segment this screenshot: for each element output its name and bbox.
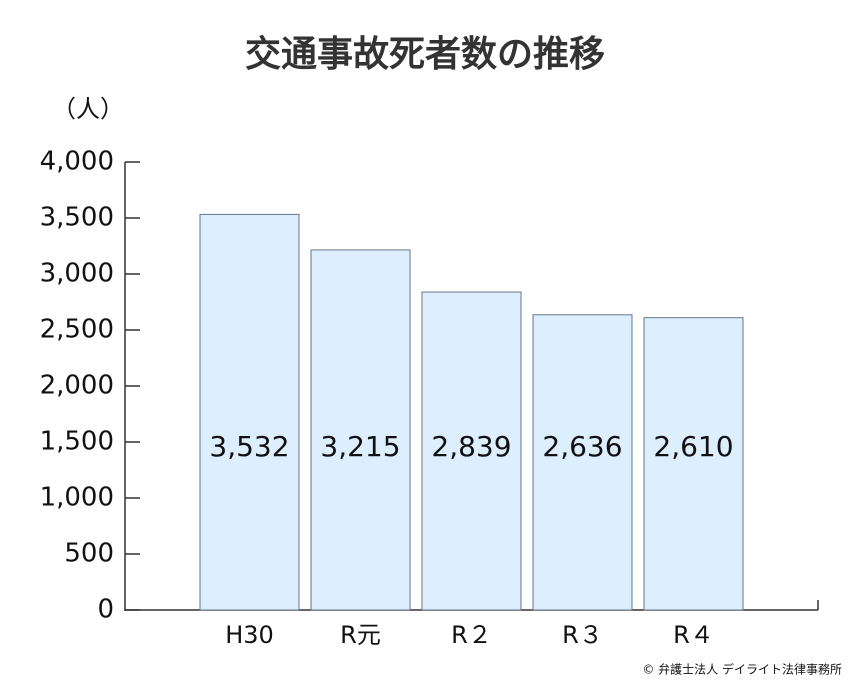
y-tick-label: 1,000 bbox=[40, 483, 114, 513]
x-tick-label: R４ bbox=[673, 621, 714, 649]
y-tick-label: 3,500 bbox=[40, 203, 114, 233]
bar bbox=[421, 291, 522, 611]
value-label: 2,636 bbox=[542, 430, 622, 463]
x-tick-label: R元 bbox=[340, 621, 381, 649]
y-axis-label: （人） bbox=[52, 95, 124, 123]
y-tick-label: 3,000 bbox=[40, 259, 114, 289]
x-tick-label: R３ bbox=[562, 621, 603, 649]
value-label: 2,610 bbox=[653, 430, 733, 463]
x-tick-label: H30 bbox=[225, 621, 274, 649]
bar bbox=[532, 314, 633, 611]
bar bbox=[310, 249, 411, 611]
bar bbox=[643, 317, 744, 611]
y-tick-label: 2,000 bbox=[40, 371, 114, 401]
x-tick-label: R２ bbox=[451, 621, 492, 649]
value-label: 3,532 bbox=[209, 430, 289, 463]
y-tick-label: 4,000 bbox=[40, 147, 114, 177]
y-tick-label: 1,500 bbox=[40, 427, 114, 457]
y-tick-label: 2,500 bbox=[40, 315, 114, 345]
value-label: 2,839 bbox=[431, 430, 511, 463]
value-label: 3,215 bbox=[320, 430, 400, 463]
source: © 弁護士法人 デイライト法律事務所 bbox=[642, 662, 842, 677]
bar bbox=[199, 213, 300, 611]
y-tick-label: 500 bbox=[64, 539, 114, 569]
y-tick-label: 0 bbox=[97, 595, 114, 625]
chart-title: 交通事故死者数の推移 bbox=[245, 33, 605, 75]
